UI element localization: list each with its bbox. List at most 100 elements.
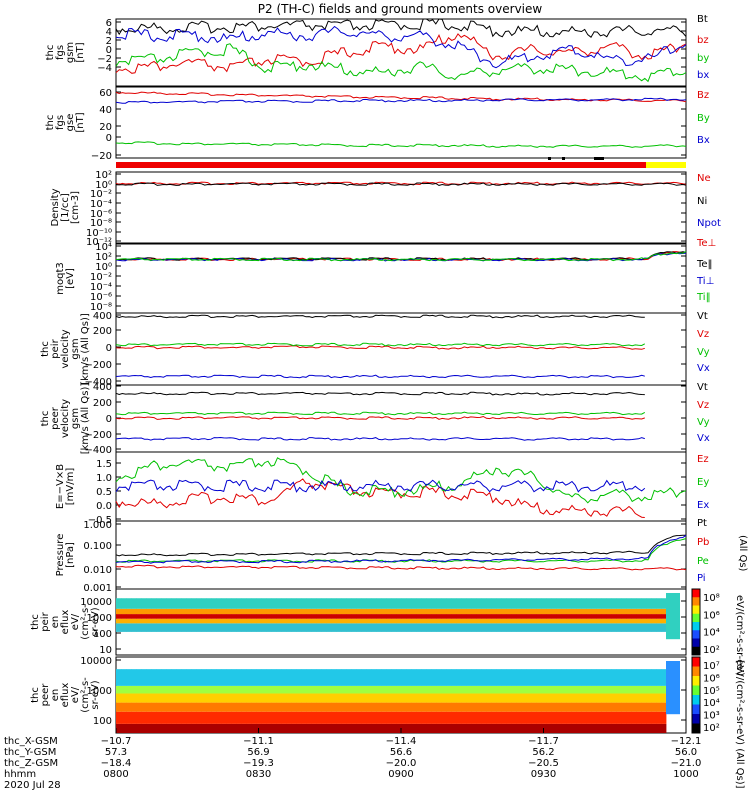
heatmap-cell <box>191 608 197 615</box>
heatmap-cell <box>391 614 397 619</box>
heatmap-cell <box>621 598 627 609</box>
heatmap-cell <box>286 702 292 712</box>
heatmap-cell <box>596 685 602 694</box>
heatmap-cell <box>486 685 492 694</box>
heatmap-cell <box>616 618 622 624</box>
heatmap-cell <box>221 618 227 624</box>
heatmap-cell <box>166 614 172 619</box>
heatmap-cell <box>631 702 637 712</box>
heatmap-cell <box>221 702 227 712</box>
y-axis-label: thc <box>45 45 56 61</box>
heatmap-cell <box>471 711 477 724</box>
heatmap-cell <box>421 669 427 686</box>
panel-2: thc fgs gse [nT] 60 40 200 −20 Bz By Bx <box>45 86 710 162</box>
heatmap-cell <box>626 693 632 703</box>
heatmap-cell <box>321 711 327 724</box>
heatmap-cell <box>536 608 542 615</box>
heatmap-cell <box>301 598 307 609</box>
heatmap-cell <box>416 598 422 609</box>
heatmap-cell <box>281 669 287 686</box>
heatmap-cell <box>216 711 222 724</box>
heatmap-cell <box>646 598 652 609</box>
colorbar-step <box>692 685 700 696</box>
heatmap-cell <box>426 711 432 724</box>
heatmap-cell <box>181 685 187 694</box>
heatmap-cell <box>496 598 502 609</box>
y-tick-label: 0 <box>106 133 112 144</box>
colorbar-step <box>692 622 700 631</box>
heatmap-cell <box>451 618 457 624</box>
heatmap-cell <box>611 723 617 733</box>
heatmap-cell <box>396 598 402 609</box>
heatmap-cell <box>396 702 402 712</box>
heatmap-cell <box>596 614 602 619</box>
heatmap-cell <box>176 685 182 694</box>
heatmap-cell <box>391 598 397 609</box>
heatmap-cell <box>546 723 552 733</box>
heatmap-cell <box>216 623 222 632</box>
heatmap-cell <box>296 702 302 712</box>
heatmap-cell <box>456 618 462 624</box>
heatmap-cell <box>406 685 412 694</box>
heatmap-cell <box>241 669 247 686</box>
heatmap-cell <box>261 608 267 615</box>
heatmap-cell <box>371 693 377 703</box>
heatmap-cell <box>151 598 157 609</box>
heatmap-cell <box>456 669 462 686</box>
y-axis-label: [nT] <box>75 42 86 62</box>
heatmap-cell <box>186 669 192 686</box>
y-tick-label: 1.0 <box>96 473 112 484</box>
heatmap-cell <box>246 669 252 686</box>
heatmap-cell <box>201 723 207 733</box>
heatmap-cell <box>531 614 537 619</box>
heatmap-cell <box>501 618 507 624</box>
heatmap-cell <box>161 623 167 632</box>
heatmap-cell <box>646 618 652 624</box>
heatmap-cell <box>626 685 632 694</box>
heatmap-cell <box>201 711 207 724</box>
heatmap-cell <box>476 711 482 724</box>
y-tick-label: 10⁻⁶ <box>90 209 112 220</box>
series-line-Ez <box>115 478 645 518</box>
heatmap-cell <box>486 608 492 615</box>
heatmap-cell <box>506 669 512 686</box>
heatmap-cell <box>556 598 562 609</box>
footer-value: 57.3 <box>105 747 127 758</box>
heatmap-cell <box>126 608 132 615</box>
heatmap-cell <box>476 598 482 609</box>
heatmap-cell <box>426 608 432 615</box>
heatmap-cell <box>121 614 127 619</box>
heatmap-cell <box>421 723 427 733</box>
heatmap-cell <box>486 723 492 733</box>
heatmap-cell <box>661 702 667 712</box>
heatmap-cell <box>306 669 312 686</box>
heatmap-cell <box>406 702 412 712</box>
heatmap-cell <box>576 693 582 703</box>
heatmap-cell <box>146 685 152 694</box>
heatmap-cell <box>386 669 392 686</box>
heatmap-cell <box>621 608 627 615</box>
heatmap-cell <box>401 614 407 619</box>
heatmap-cell <box>151 693 157 703</box>
heatmap-cell <box>451 702 457 712</box>
heatmap-cell <box>171 669 177 686</box>
heatmap-cell <box>251 693 257 703</box>
heatmap-cell <box>651 702 657 712</box>
footer-value: −10.7 <box>101 736 132 747</box>
heatmap-cell <box>211 685 217 694</box>
heatmap-cell <box>646 623 652 632</box>
y-tick-label: 20 <box>99 122 112 133</box>
heatmap-cell <box>466 618 472 624</box>
heatmap-cell <box>636 723 642 733</box>
heatmap-cell <box>416 711 422 724</box>
heatmap-cell <box>271 711 277 724</box>
heatmap-cell <box>576 598 582 609</box>
heatmap-cell <box>326 618 332 624</box>
heatmap-cell <box>661 623 667 632</box>
heatmap-cell <box>436 685 442 694</box>
heatmap-cell <box>291 723 297 733</box>
heatmap-cell <box>256 702 262 712</box>
heatmap-cell <box>601 723 607 733</box>
heatmap-cell <box>526 614 532 619</box>
heatmap-cell <box>491 723 497 733</box>
